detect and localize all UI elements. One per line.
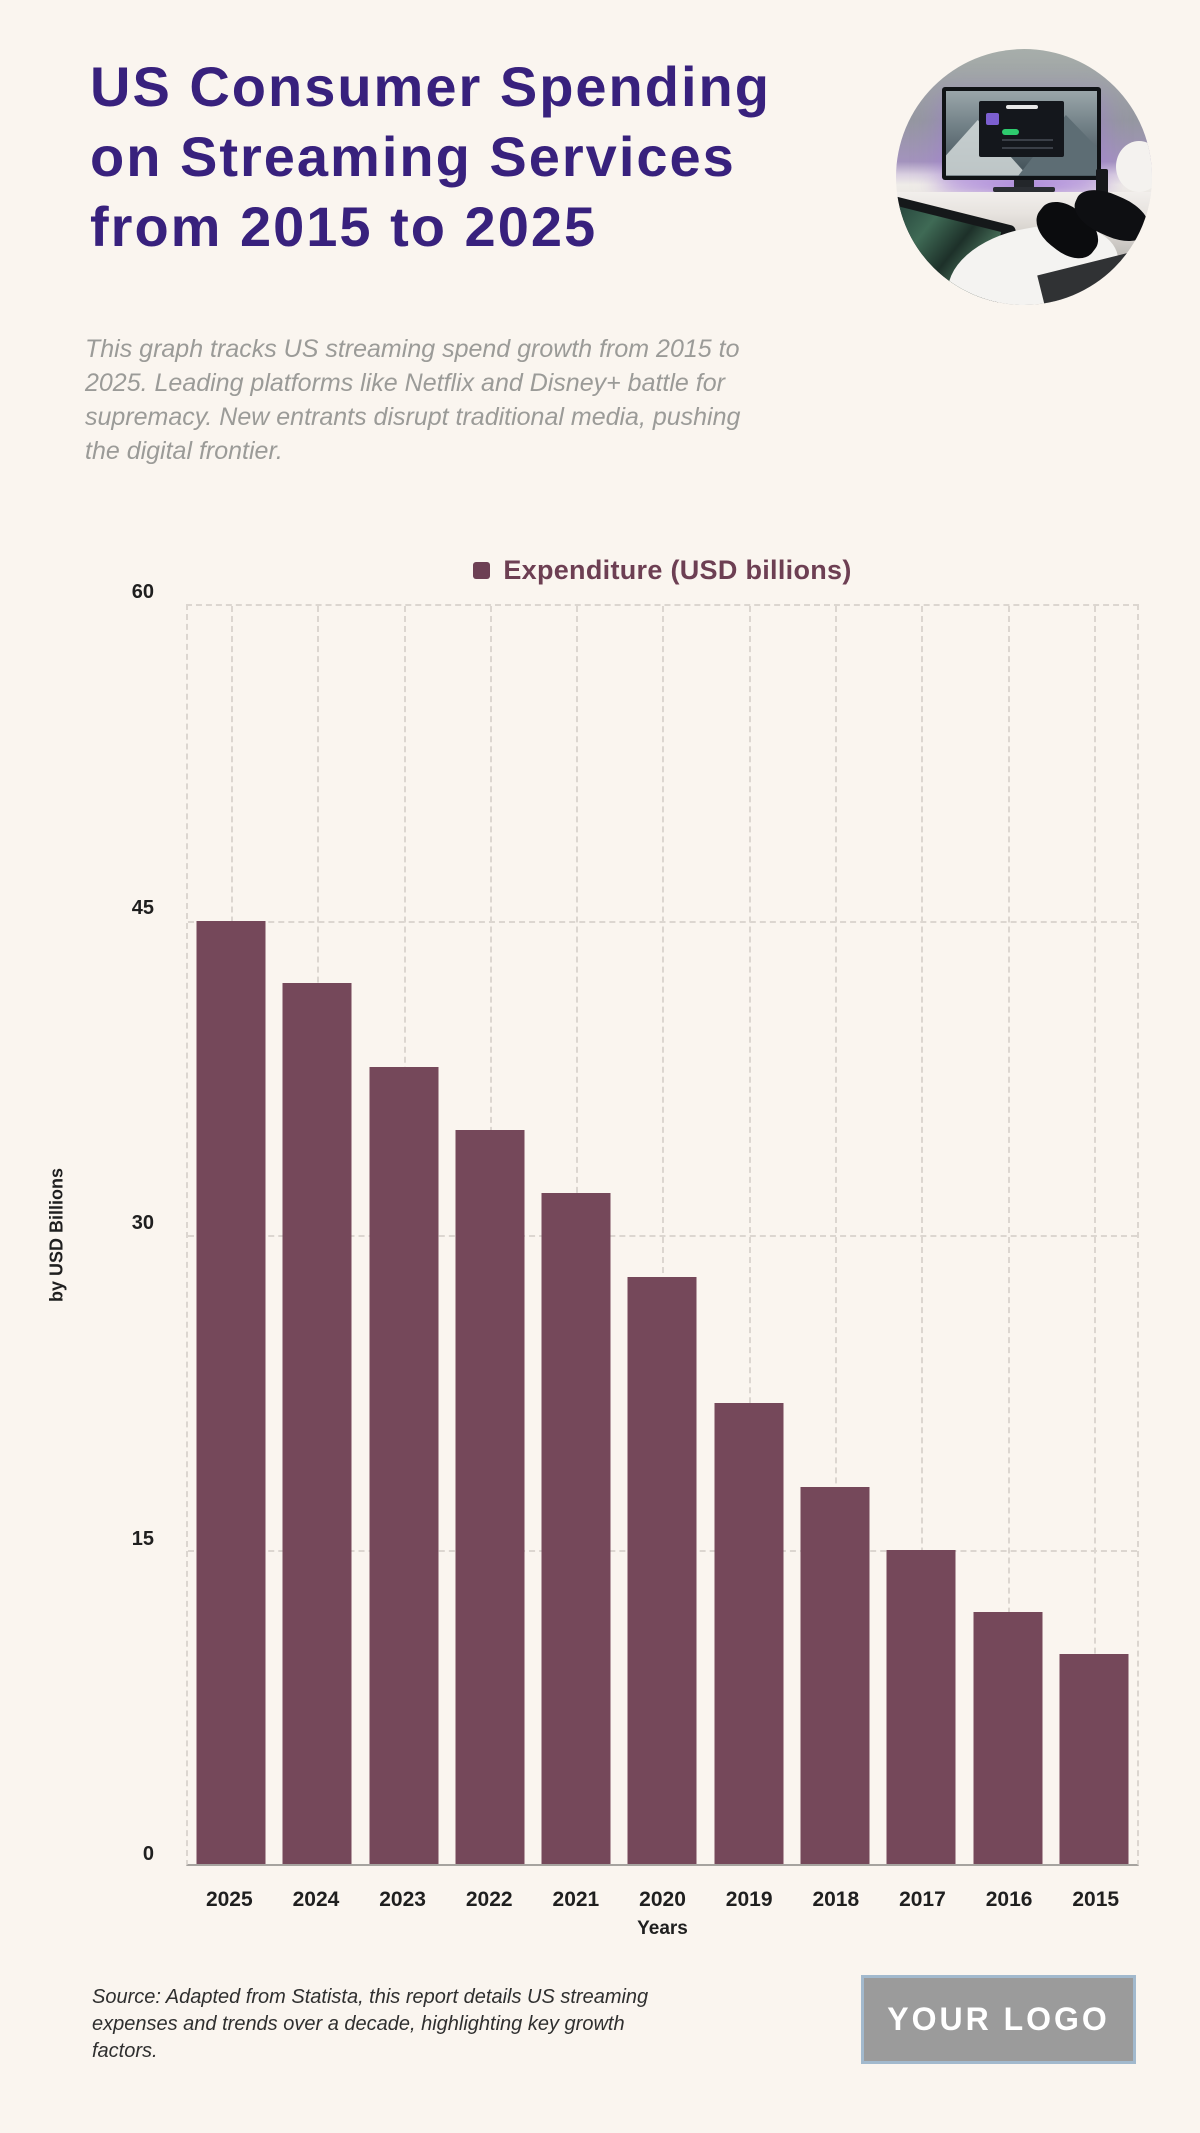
x-tick-2019: 2019 (725, 1888, 773, 1911)
page-title-line-1: US Consumer Spending (90, 55, 771, 118)
bar-2015[interactable] (1059, 1654, 1129, 1864)
source-line-2: expenses and trends over a decade, highl… (92, 2013, 625, 2035)
category-slot-2022 (447, 606, 533, 1864)
gridline-x-2020 (662, 606, 665, 1864)
description-line-3: supremacy. New entrants disrupt traditio… (85, 403, 741, 431)
x-tick-2018: 2018 (812, 1888, 860, 1911)
source-note: Source: Adapted from Statista, this repo… (92, 1984, 732, 2065)
bar-2023[interactable] (369, 1067, 439, 1864)
bar-2022[interactable] (455, 1130, 525, 1864)
x-tick-2022: 2022 (465, 1888, 513, 1911)
gridline-x-2019 (748, 606, 751, 1864)
x-tick-row: 2025 2024 2023 2022 2021 2020 2019 2018 2017 2016… (186, 1888, 1139, 1912)
gridline-x-2016 (1007, 606, 1010, 1864)
category-slot-2016 (964, 606, 1050, 1864)
gridline-x-2015 (1093, 606, 1096, 1864)
streaming-app-window (979, 101, 1064, 158)
gridline-x-2017 (921, 606, 924, 1864)
x-tick-2023: 2023 (379, 1888, 426, 1911)
bar-2017[interactable] (886, 1549, 956, 1864)
y-tick-30: 30 (131, 1212, 154, 1234)
bar-2021[interactable] (541, 1193, 611, 1864)
page-title-line-3: from 2015 to 2025 (90, 195, 598, 258)
logo-placeholder: YOUR LOGO (861, 1975, 1136, 2064)
description-line-4: the digital frontier. (85, 437, 283, 465)
category-slot-2025 (188, 606, 274, 1864)
x-tick-2015: 2015 (1072, 1888, 1120, 1911)
bar-2025[interactable] (196, 920, 266, 1864)
bar-2018[interactable] (800, 1486, 870, 1864)
source-line-1: Source: Adapted from Statista, this repo… (92, 1986, 649, 2008)
category-slot-2019 (706, 606, 792, 1864)
x-tick-2017: 2017 (899, 1888, 946, 1911)
y-axis-title: by USD Billions (46, 1167, 67, 1303)
bar-2024[interactable] (282, 983, 352, 1864)
category-slot-2021 (533, 606, 619, 1864)
floor-lamp (1116, 141, 1152, 193)
bar-2019[interactable] (714, 1402, 784, 1864)
tv-wallpaper (946, 91, 1097, 176)
plot-area (186, 604, 1139, 1866)
logo-text: YOUR LOGO (887, 2001, 1110, 2037)
category-slot-2017 (878, 606, 964, 1864)
app-search-bar (1006, 104, 1039, 110)
x-tick-2025: 2025 (205, 1888, 253, 1911)
x-tick-2016: 2016 (985, 1888, 1033, 1911)
app-play-button (1002, 129, 1019, 135)
category-slot-2024 (274, 606, 360, 1864)
description: This graph tracks US streaming spend gro… (85, 332, 865, 468)
speaker (1095, 169, 1109, 194)
chart-legend[interactable]: Expenditure (USD billions) (186, 553, 1139, 587)
app-track-list (1002, 139, 1053, 154)
description-line-1: This graph tracks US streaming spend gro… (85, 335, 740, 363)
y-tick-col: 0 15 30 45 60 (92, 581, 154, 1884)
y-tick-60: 60 (131, 581, 154, 603)
tv-screen (942, 87, 1101, 180)
app-album-tile (985, 112, 999, 125)
x-tick-2024: 2024 (292, 1888, 340, 1911)
page-title: US Consumer Spending on Streaming Servic… (90, 52, 890, 262)
x-tick-2021: 2021 (552, 1888, 600, 1911)
x-tick-2020: 2020 (639, 1888, 686, 1911)
bar-2016[interactable] (973, 1612, 1043, 1864)
y-tick-0: 0 (142, 1843, 154, 1865)
y-tick-15: 15 (131, 1527, 154, 1550)
bar-2020[interactable] (627, 1276, 697, 1864)
description-line-2: 2025. Leading platforms like Netflix and… (85, 369, 725, 397)
tv-stand (1013, 180, 1035, 188)
legend-label: Expenditure (USD billions) (503, 554, 852, 585)
tv-stand-base (993, 187, 1055, 192)
x-axis-title: Years (637, 1918, 688, 1939)
category-slot-2018 (792, 606, 878, 1864)
category-slot-2020 (619, 606, 705, 1864)
hero-image (896, 49, 1152, 305)
category-slot-2023 (361, 606, 447, 1864)
y-tick-45: 45 (131, 896, 154, 919)
legend-square-icon (473, 561, 491, 579)
page-title-line-2: on Streaming Services (90, 125, 736, 188)
gridline-x-2018 (834, 606, 837, 1864)
source-line-3: factors. (92, 2040, 158, 2062)
category-slot-2015 (1051, 606, 1137, 1864)
